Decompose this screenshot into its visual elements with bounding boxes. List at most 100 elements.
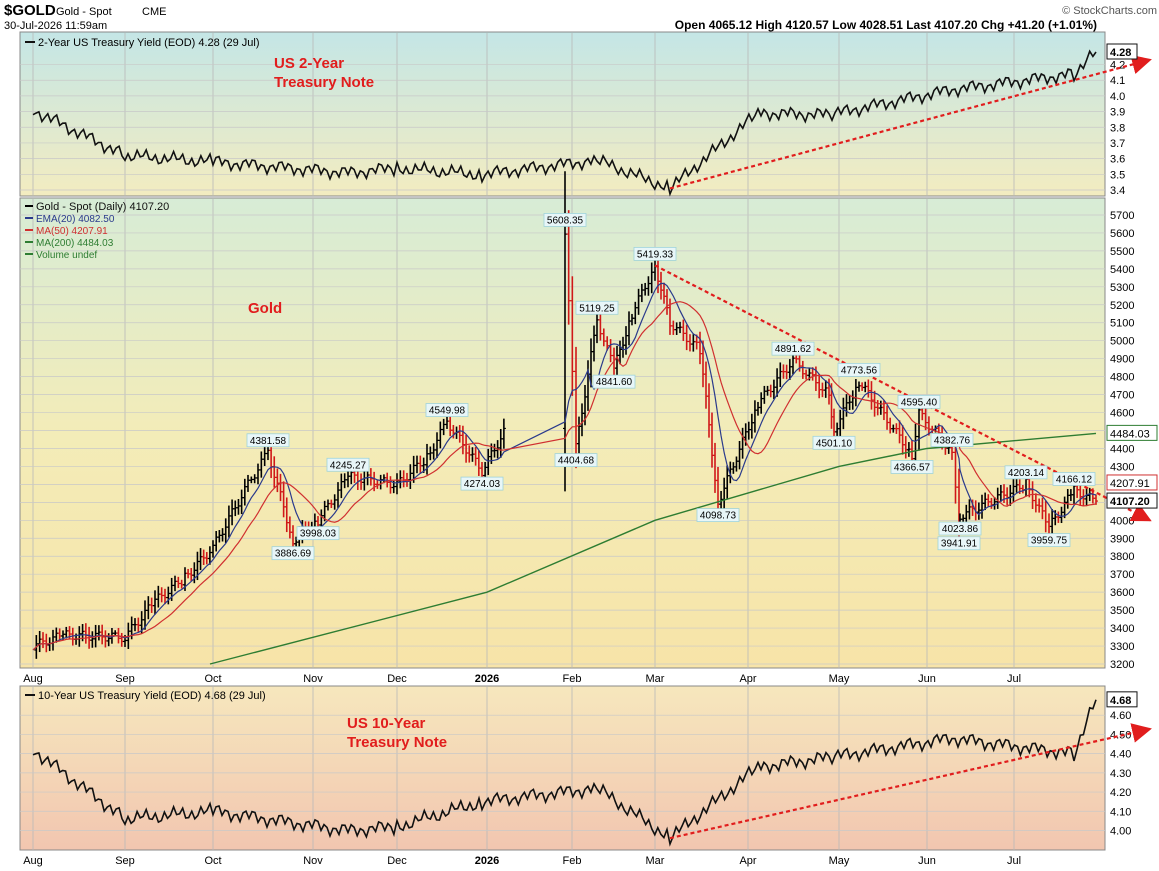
annotation-4891.62: 4891.62	[775, 344, 812, 355]
x-label-bottom-Jun: Jun	[918, 855, 936, 867]
y10-ytick-4.30: 4.30	[1110, 768, 1131, 780]
y2-legend: 2-Year US Treasury Yield (EOD) 4.28 (29 …	[38, 37, 260, 49]
y2-ytick-4.2: 4.2	[1110, 60, 1125, 72]
ma200-value-label-box	[1106, 424, 1158, 441]
x-label-Mar: Mar	[646, 673, 665, 685]
gold-note: Gold	[248, 300, 282, 317]
gold-ytick-4300: 4300	[1110, 461, 1134, 473]
annotation-box	[633, 246, 677, 261]
annotation-3959.75: 3959.75	[1031, 536, 1068, 547]
y10-note-line1: US 10-Year	[347, 715, 426, 732]
x-label-bottom-May: May	[829, 855, 850, 867]
y2-ytick-3.7: 3.7	[1110, 138, 1125, 150]
y2-ytick-3.6: 3.6	[1110, 154, 1125, 166]
annotation-4404.68: 4404.68	[558, 456, 595, 467]
x-label-Oct: Oct	[204, 673, 221, 685]
x-label-bottom-Jul: Jul	[1007, 855, 1021, 867]
annotation-5419.33: 5419.33	[637, 249, 674, 260]
gold-ytick-5000: 5000	[1110, 336, 1134, 348]
x-label-Dec: Dec	[387, 673, 407, 685]
gold-ytick-5700: 5700	[1110, 210, 1134, 222]
last-price-label-box	[1106, 492, 1158, 509]
annotation-box	[554, 453, 598, 468]
gold-ytick-4900: 4900	[1110, 354, 1134, 366]
ma50-value-label-box	[1106, 474, 1158, 491]
gold-ytick-5100: 5100	[1110, 318, 1134, 330]
gold-ytick-4000: 4000	[1110, 515, 1134, 527]
ma50-value-label: 4207.91	[1110, 478, 1150, 490]
gold-legend-0: Gold - Spot (Daily) 4107.20	[36, 201, 169, 213]
datetime: 30-Jul-2026 11:59am	[4, 20, 107, 32]
y10-ytick-4.20: 4.20	[1110, 787, 1131, 799]
annotation-4366.57: 4366.57	[894, 462, 931, 473]
gold-ytick-3500: 3500	[1110, 605, 1134, 617]
x-label-bottom-2026: 2026	[475, 855, 499, 867]
annotation-box	[837, 362, 881, 377]
y10-ytick-4.10: 4.10	[1110, 806, 1131, 818]
gold-legend-3: MA(200) 4484.03	[36, 238, 114, 249]
symbol: $GOLD	[4, 2, 56, 19]
y2-note-line1: US 2-Year	[274, 55, 344, 72]
annotation-3941.91: 3941.91	[941, 539, 978, 550]
y2-last-box	[1106, 43, 1138, 60]
annotation-4098.73: 4098.73	[700, 511, 737, 522]
annotation-4841.60: 4841.60	[596, 377, 633, 388]
gold-legend-2: MA(50) 4207.91	[36, 226, 108, 237]
annotation-box	[575, 300, 619, 315]
annotation-4773.56: 4773.56	[841, 365, 878, 376]
y10-yield-line	[32, 699, 1097, 847]
y2-ytick-4.1: 4.1	[1110, 75, 1125, 87]
gold-ytick-3800: 3800	[1110, 551, 1134, 563]
x-label-Feb: Feb	[563, 673, 582, 685]
x-label-bottom-Mar: Mar	[646, 855, 665, 867]
annotation-4245.27: 4245.27	[330, 460, 367, 471]
x-label-May: May	[829, 673, 850, 685]
instrument-name: Gold - Spot	[56, 6, 112, 18]
y10-ytick-4.40: 4.40	[1110, 749, 1131, 761]
gold-ytick-4700: 4700	[1110, 390, 1134, 402]
y10-last-label: 4.68	[1110, 695, 1131, 707]
x-label-bottom-Apr: Apr	[739, 855, 756, 867]
exchange: CME	[142, 6, 166, 18]
x-label-bottom-Sep: Sep	[115, 855, 135, 867]
annotation-box	[246, 433, 290, 448]
annotation-box	[425, 403, 469, 417]
ma200-value-label: 4484.03	[1110, 428, 1150, 440]
y10-ytick-4.00: 4.00	[1110, 825, 1131, 837]
bottom-panel-series: 4.604.504.404.304.204.104.004.6810-Year …	[25, 690, 1152, 847]
gold-ytick-3400: 3400	[1110, 623, 1134, 635]
y2-ytick-4.0: 4.0	[1110, 91, 1125, 103]
annotation-4381.58: 4381.58	[250, 436, 287, 447]
gold-ytick-4600: 4600	[1110, 408, 1134, 420]
annotation-box	[696, 508, 740, 522]
y10-trendline	[669, 723, 1152, 840]
y2-last-label: 4.28	[1110, 47, 1131, 59]
annotation-4595.40: 4595.40	[901, 397, 938, 408]
y2-ytick-3.8: 3.8	[1110, 122, 1125, 134]
annotation-box	[890, 460, 934, 474]
gold-ytick-3600: 3600	[1110, 587, 1134, 599]
y2-yield-line	[32, 49, 1097, 197]
last-price-label: 4107.20	[1110, 496, 1150, 508]
gold-ytick-4800: 4800	[1110, 372, 1134, 384]
annotation-4549.98: 4549.98	[429, 406, 466, 417]
annotation-box	[938, 521, 982, 536]
y10-last-box	[1106, 691, 1138, 708]
y2-ytick-3.4: 3.4	[1110, 185, 1125, 197]
panel-main	[19, 197, 1106, 669]
annotation-box	[812, 435, 856, 450]
annotation-box	[930, 433, 974, 447]
annotation-4166.12: 4166.12	[1056, 474, 1093, 485]
x-label-bottom-Nov: Nov	[303, 855, 323, 867]
x-label-Apr: Apr	[739, 673, 756, 685]
annotation-3998.03: 3998.03	[300, 529, 337, 540]
panel-bottom	[19, 685, 1106, 851]
annotation-4274.03: 4274.03	[464, 479, 501, 490]
x-label-Jul: Jul	[1007, 673, 1021, 685]
annotation-box	[1052, 472, 1096, 486]
annotation-box	[592, 374, 636, 389]
panel-top	[19, 31, 1106, 197]
x-label-2026: 2026	[475, 673, 499, 685]
gold-ytick-3200: 3200	[1110, 659, 1134, 671]
